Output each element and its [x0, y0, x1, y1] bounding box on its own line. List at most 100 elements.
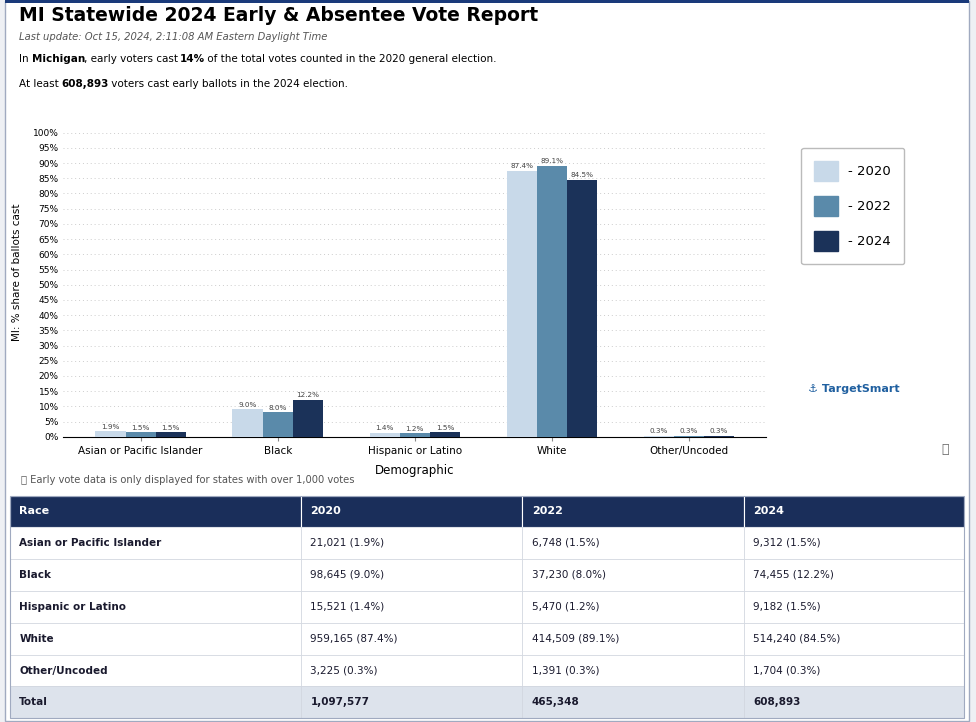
Text: 9,182 (1.5%): 9,182 (1.5%)	[753, 601, 821, 612]
Text: 1.5%: 1.5%	[435, 425, 454, 431]
Bar	[644, 436, 673, 437]
Bar	[301, 622, 522, 655]
Text: 9,312 (1.5%): 9,312 (1.5%)	[753, 538, 821, 548]
Text: 6,748 (1.5%): 6,748 (1.5%)	[532, 538, 599, 548]
Bar	[704, 436, 734, 437]
Text: 21,021 (1.9%): 21,021 (1.9%)	[310, 538, 385, 548]
Text: of the total votes counted in the 2020 general election.: of the total votes counted in the 2020 g…	[204, 54, 497, 64]
Text: 1.4%: 1.4%	[376, 425, 394, 431]
Bar	[744, 591, 964, 622]
Bar	[301, 496, 522, 527]
Bar	[301, 591, 522, 622]
Text: In: In	[20, 54, 32, 64]
Text: 5,470 (1.2%): 5,470 (1.2%)	[532, 601, 599, 612]
Bar	[10, 527, 301, 559]
Bar	[522, 655, 744, 687]
Text: Michigan: Michigan	[32, 54, 85, 64]
Text: ⤢: ⤢	[942, 443, 949, 456]
Text: 1,097,577: 1,097,577	[310, 697, 370, 708]
Bar	[263, 412, 293, 437]
Text: 14%: 14%	[180, 54, 205, 64]
Text: 2020: 2020	[310, 506, 342, 516]
Text: 84.5%: 84.5%	[571, 173, 593, 178]
Bar	[156, 432, 185, 437]
Text: 98,645 (9.0%): 98,645 (9.0%)	[310, 570, 385, 580]
Text: 1.2%: 1.2%	[406, 426, 424, 432]
Bar	[744, 687, 964, 718]
Text: voters cast early ballots in the 2024 election.: voters cast early ballots in the 2024 el…	[108, 79, 347, 89]
Bar	[10, 591, 301, 622]
Bar	[744, 527, 964, 559]
Text: Hispanic or Latino: Hispanic or Latino	[20, 601, 126, 612]
Text: 0.3%: 0.3%	[650, 428, 668, 435]
Text: 0.3%: 0.3%	[710, 428, 728, 435]
Text: , early voters cast: , early voters cast	[84, 54, 182, 64]
Text: 74,455 (12.2%): 74,455 (12.2%)	[753, 570, 834, 580]
Text: 959,165 (87.4%): 959,165 (87.4%)	[310, 634, 398, 643]
Text: Other/Uncoded: Other/Uncoded	[20, 666, 108, 676]
Bar	[522, 527, 744, 559]
Bar	[400, 433, 429, 437]
Text: 1,704 (0.3%): 1,704 (0.3%)	[753, 666, 821, 676]
Text: 37,230 (8.0%): 37,230 (8.0%)	[532, 570, 606, 580]
Y-axis label: MI: % share of ballots cast: MI: % share of ballots cast	[12, 204, 21, 342]
Bar	[10, 622, 301, 655]
Bar	[429, 432, 460, 437]
Bar	[673, 436, 704, 437]
Text: 15,521 (1.4%): 15,521 (1.4%)	[310, 601, 385, 612]
Text: 87.4%: 87.4%	[510, 163, 533, 170]
Bar	[507, 171, 537, 437]
Bar	[567, 180, 597, 437]
Bar	[744, 655, 964, 687]
Text: 1,391 (0.3%): 1,391 (0.3%)	[532, 666, 599, 676]
Text: 2024: 2024	[753, 506, 785, 516]
Bar	[301, 527, 522, 559]
Text: 514,240 (84.5%): 514,240 (84.5%)	[753, 634, 840, 643]
Text: 8.0%: 8.0%	[268, 405, 287, 411]
Bar	[10, 496, 301, 527]
Text: 0.3%: 0.3%	[680, 428, 698, 435]
Text: 12.2%: 12.2%	[297, 392, 319, 398]
Text: MI Statewide 2024 Early & Absentee Vote Report: MI Statewide 2024 Early & Absentee Vote …	[20, 6, 539, 25]
Bar	[301, 655, 522, 687]
Text: Race: Race	[20, 506, 50, 516]
Bar	[522, 591, 744, 622]
Bar	[10, 559, 301, 591]
Text: 608,893: 608,893	[61, 79, 109, 89]
Bar	[370, 432, 400, 437]
X-axis label: Demographic: Demographic	[375, 464, 455, 477]
Text: Asian or Pacific Islander: Asian or Pacific Islander	[20, 538, 162, 548]
Text: ⚓ TargetSmart: ⚓ TargetSmart	[808, 384, 900, 394]
Text: 2022: 2022	[532, 506, 563, 516]
Text: 608,893: 608,893	[753, 697, 800, 708]
Text: 465,348: 465,348	[532, 697, 580, 708]
Text: 3,225 (0.3%): 3,225 (0.3%)	[310, 666, 378, 676]
Text: Last update: Oct 15, 2024, 2:11:08 AM Eastern Daylight Time: Last update: Oct 15, 2024, 2:11:08 AM Ea…	[20, 32, 328, 42]
Bar	[96, 431, 126, 437]
Bar	[522, 622, 744, 655]
Bar	[522, 687, 744, 718]
Text: ⓘ Early vote data is only displayed for states with over 1,000 votes: ⓘ Early vote data is only displayed for …	[21, 475, 354, 484]
Bar	[232, 409, 263, 437]
Bar	[522, 496, 744, 527]
Text: 1.9%: 1.9%	[102, 424, 120, 430]
Bar	[293, 400, 323, 437]
Bar	[301, 559, 522, 591]
Bar	[126, 432, 156, 437]
Text: 414,509 (89.1%): 414,509 (89.1%)	[532, 634, 619, 643]
Bar	[10, 655, 301, 687]
Bar	[10, 687, 301, 718]
Text: Black: Black	[20, 570, 52, 580]
Text: Total: Total	[20, 697, 48, 708]
Text: 9.0%: 9.0%	[238, 402, 257, 408]
Bar	[522, 559, 744, 591]
Text: 89.1%: 89.1%	[541, 158, 563, 165]
Text: At least: At least	[20, 79, 62, 89]
Bar	[744, 496, 964, 527]
Bar	[744, 622, 964, 655]
Bar	[301, 687, 522, 718]
Bar	[744, 559, 964, 591]
Legend: - 2020, - 2022, - 2024: - 2020, - 2022, - 2024	[801, 148, 905, 264]
Bar	[537, 166, 567, 437]
Text: 1.5%: 1.5%	[162, 425, 180, 431]
